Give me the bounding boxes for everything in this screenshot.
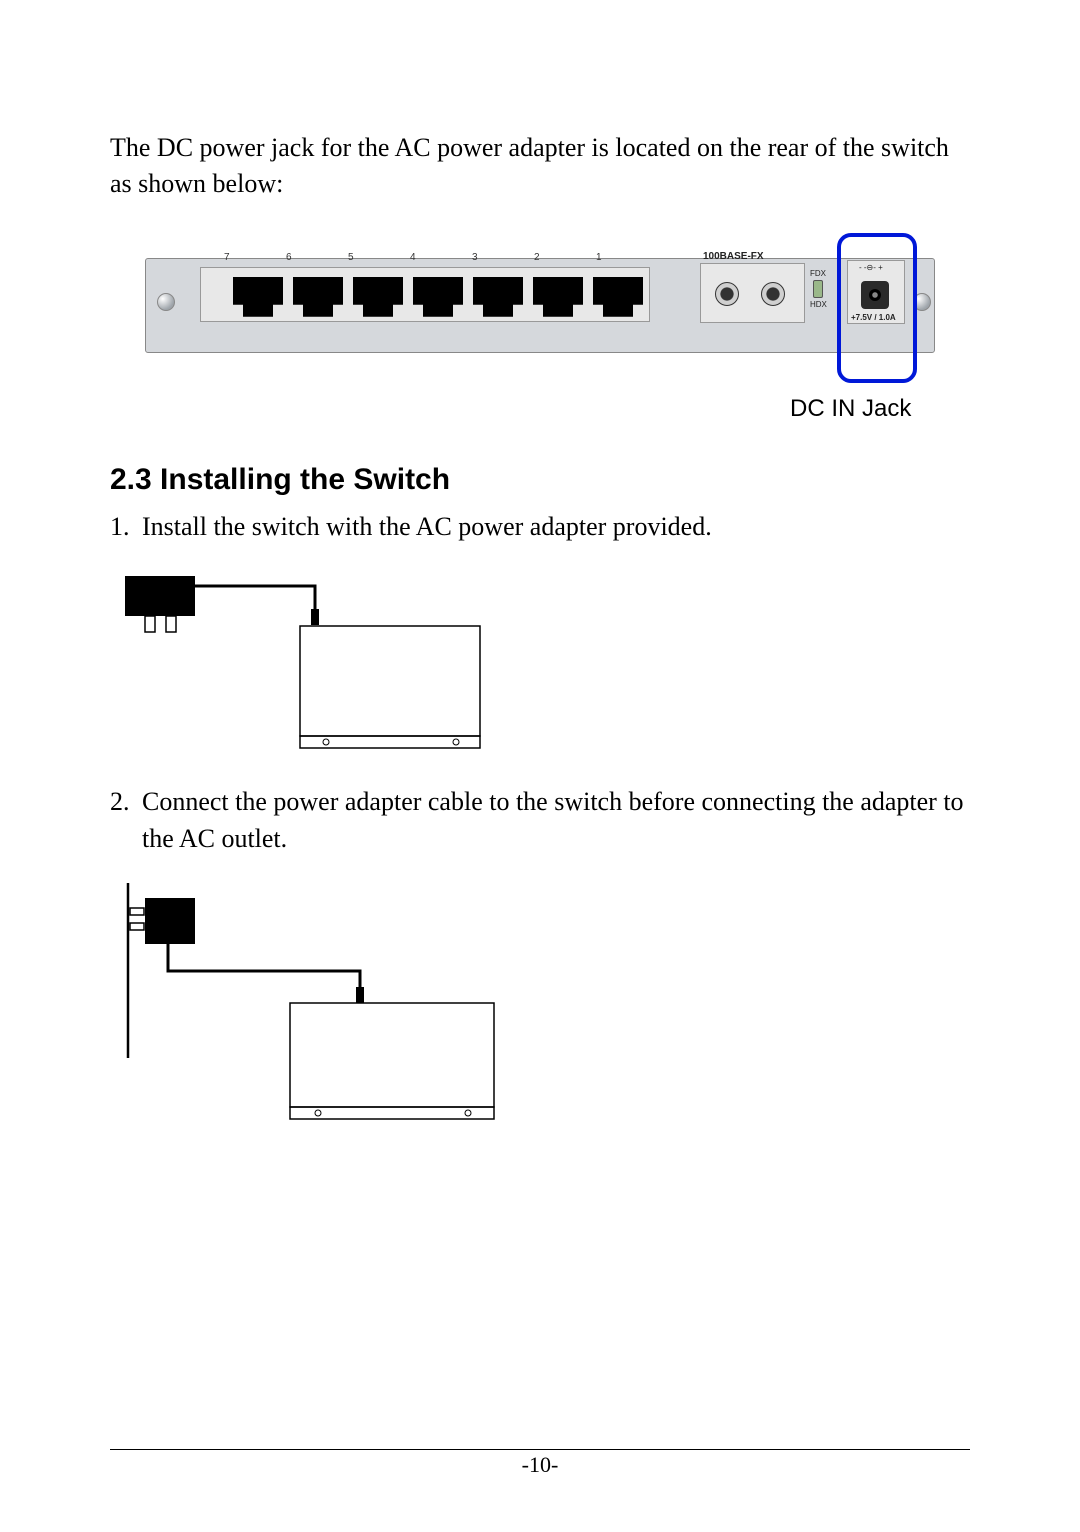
- rear-panel-diagram: 7 6 5 4 3 2 1 100BASE-FX FDX HDX - -⊖- +: [145, 233, 935, 433]
- rj45-port: [233, 277, 283, 317]
- section-heading: 2.3 Installing the Switch: [110, 463, 970, 497]
- page-number: -10-: [0, 1452, 1080, 1478]
- port-number: 2: [534, 252, 540, 263]
- port-number: 7: [224, 252, 230, 263]
- port-number: 5: [348, 252, 354, 263]
- page-content: The DC power jack for the AC power adapt…: [0, 0, 1080, 1138]
- power-adapter-icon: [130, 898, 195, 944]
- hdx-label: HDX: [810, 300, 827, 309]
- switch-foot-icon: [315, 1110, 321, 1116]
- fiber-port-block: [700, 263, 805, 323]
- fiber-port-hole: [761, 282, 785, 306]
- adapter-cable: [195, 586, 315, 623]
- install-step: 2. Connect the power adapter cable to th…: [110, 784, 970, 857]
- port-number: 6: [286, 252, 292, 263]
- port-number: 4: [410, 252, 416, 263]
- dc-callout-label: DC IN Jack: [790, 395, 911, 423]
- rj45-port: [413, 277, 463, 317]
- rj45-port-row: [200, 267, 650, 322]
- step-text: Connect the power adapter cable to the s…: [142, 784, 970, 857]
- dc-plug-icon: [356, 987, 364, 1003]
- fiber-port-hole: [715, 282, 739, 306]
- panel-screw-left: [157, 293, 175, 311]
- intro-paragraph: The DC power jack for the AC power adapt…: [110, 130, 970, 203]
- step-number: 1.: [110, 509, 142, 545]
- switch-box-icon: [300, 626, 480, 736]
- dc-plug-icon: [311, 609, 319, 625]
- duplex-switch-block: FDX HDX: [810, 269, 827, 309]
- rj45-port: [293, 277, 343, 317]
- dc-callout-box: [837, 233, 917, 383]
- rj45-port: [533, 277, 583, 317]
- fx-label: 100BASE-FX: [703, 251, 764, 262]
- adapter-cable: [168, 944, 360, 1001]
- install-diagram-2: [110, 883, 510, 1123]
- switch-box-icon: [290, 1003, 494, 1107]
- fdx-label: FDX: [810, 269, 827, 278]
- step-number: 2.: [110, 784, 142, 857]
- port-number: 1: [596, 252, 602, 263]
- rj45-port: [353, 277, 403, 317]
- power-adapter-icon: [125, 576, 195, 632]
- port-number: 3: [472, 252, 478, 263]
- footer-rule: [110, 1449, 970, 1450]
- step-text: Install the switch with the AC power ada…: [142, 509, 970, 545]
- switch-foot-icon: [323, 739, 329, 745]
- install-diagram-1: [110, 571, 490, 751]
- duplex-slide-switch: [813, 280, 823, 298]
- rj45-port: [593, 277, 643, 317]
- install-step: 1. Install the switch with the AC power …: [110, 509, 970, 545]
- rj45-port: [473, 277, 523, 317]
- switch-foot-icon: [465, 1110, 471, 1116]
- switch-foot-icon: [453, 739, 459, 745]
